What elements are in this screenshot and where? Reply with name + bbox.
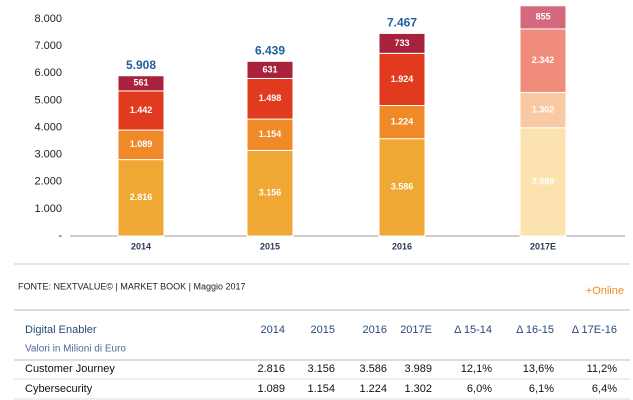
table-cell: 12,1% bbox=[461, 363, 492, 375]
table-cell: 2.816 bbox=[257, 363, 285, 375]
y-tick-label: - bbox=[58, 230, 62, 242]
y-tick-label: 3.000 bbox=[34, 149, 62, 161]
data-label: 1.224 bbox=[391, 116, 414, 126]
table-header: 2015 bbox=[311, 324, 335, 336]
y-tick-label: 6.000 bbox=[34, 67, 62, 79]
table-cell: 1.154 bbox=[307, 383, 335, 395]
table-cell: 13,6% bbox=[523, 363, 554, 375]
table-header: 2016 bbox=[363, 324, 387, 336]
table-cell: 6,0% bbox=[467, 383, 492, 395]
data-label: 631 bbox=[262, 64, 277, 74]
y-tick-label: 4.000 bbox=[34, 121, 62, 133]
table-header: Δ 15-14 bbox=[454, 324, 492, 336]
bar-segment bbox=[117, 159, 165, 237]
x-tick-label: 2017E bbox=[530, 241, 556, 251]
bar-segment bbox=[117, 75, 165, 92]
data-label: 1.154 bbox=[259, 129, 282, 139]
data-label: 3.989 bbox=[532, 176, 555, 186]
data-label: 1.924 bbox=[391, 74, 414, 84]
y-tick-label: 2.000 bbox=[34, 176, 62, 188]
table-cell: 11,2% bbox=[587, 363, 618, 375]
table-cell: 1.224 bbox=[359, 383, 387, 395]
total-label: 8.488 bbox=[528, 0, 558, 2]
table-cell: 3.156 bbox=[307, 363, 335, 375]
total-label: 7.467 bbox=[387, 16, 417, 30]
y-tick-label: 1.000 bbox=[34, 203, 62, 215]
total-label: 5.908 bbox=[126, 58, 156, 72]
table-header: Digital Enabler bbox=[25, 324, 97, 336]
y-tick-label: 5.000 bbox=[34, 94, 62, 106]
y-tick-label: 7.000 bbox=[34, 40, 62, 52]
online-link[interactable]: +Online bbox=[586, 285, 624, 297]
bar-segment bbox=[519, 127, 567, 237]
table-cell: 3.989 bbox=[404, 363, 432, 375]
bar-segment bbox=[117, 90, 165, 131]
table-header: 2014 bbox=[261, 324, 285, 336]
source: FONTE: NEXTVALUE© | MARKET BOOK | Maggio… bbox=[18, 281, 246, 291]
bar-segment bbox=[378, 105, 426, 140]
bar-segment bbox=[378, 138, 426, 237]
table-cell: Cybersecurity bbox=[25, 383, 93, 395]
table-cell: Customer Journey bbox=[25, 363, 115, 375]
table-header: Δ 17E-16 bbox=[572, 324, 617, 336]
bar-segment bbox=[519, 28, 567, 93]
x-tick-label: 2015 bbox=[260, 241, 280, 251]
data-label: 733 bbox=[394, 38, 409, 48]
table-cell: 6,1% bbox=[529, 383, 554, 395]
bar-segment bbox=[117, 129, 165, 161]
data-label: 1.498 bbox=[259, 93, 282, 103]
data-label: 3.586 bbox=[391, 182, 414, 192]
x-tick-label: 2014 bbox=[131, 241, 151, 251]
x-tick-label: 2016 bbox=[392, 241, 412, 251]
data-label: 561 bbox=[133, 78, 148, 88]
table-subheader: Valori in Milioni di Euro bbox=[25, 344, 126, 355]
bar-segment bbox=[519, 91, 567, 129]
data-label: 855 bbox=[535, 12, 550, 22]
table-cell: 1.302 bbox=[404, 383, 432, 395]
bar-segment bbox=[246, 149, 294, 237]
data-label: 2.342 bbox=[532, 55, 555, 65]
table-header: Δ 16-15 bbox=[516, 324, 554, 336]
bar-segment bbox=[519, 5, 567, 30]
table-cell: 6,4% bbox=[592, 383, 617, 395]
bar-segment bbox=[246, 60, 294, 79]
data-label: 1.442 bbox=[130, 105, 153, 115]
total-label: 6.439 bbox=[255, 44, 285, 58]
y-tick-label: 8.000 bbox=[34, 13, 62, 25]
table-cell: 1.089 bbox=[257, 383, 285, 395]
bar-segment bbox=[378, 32, 426, 54]
table-cell: 3.586 bbox=[359, 363, 387, 375]
data-label: 3.156 bbox=[259, 188, 282, 198]
data-label: 1.302 bbox=[532, 105, 555, 115]
data-label: 2.816 bbox=[130, 192, 153, 202]
bar-segment bbox=[246, 77, 294, 120]
data-label: 1.089 bbox=[130, 139, 153, 149]
table-header: 2017E bbox=[400, 324, 432, 336]
